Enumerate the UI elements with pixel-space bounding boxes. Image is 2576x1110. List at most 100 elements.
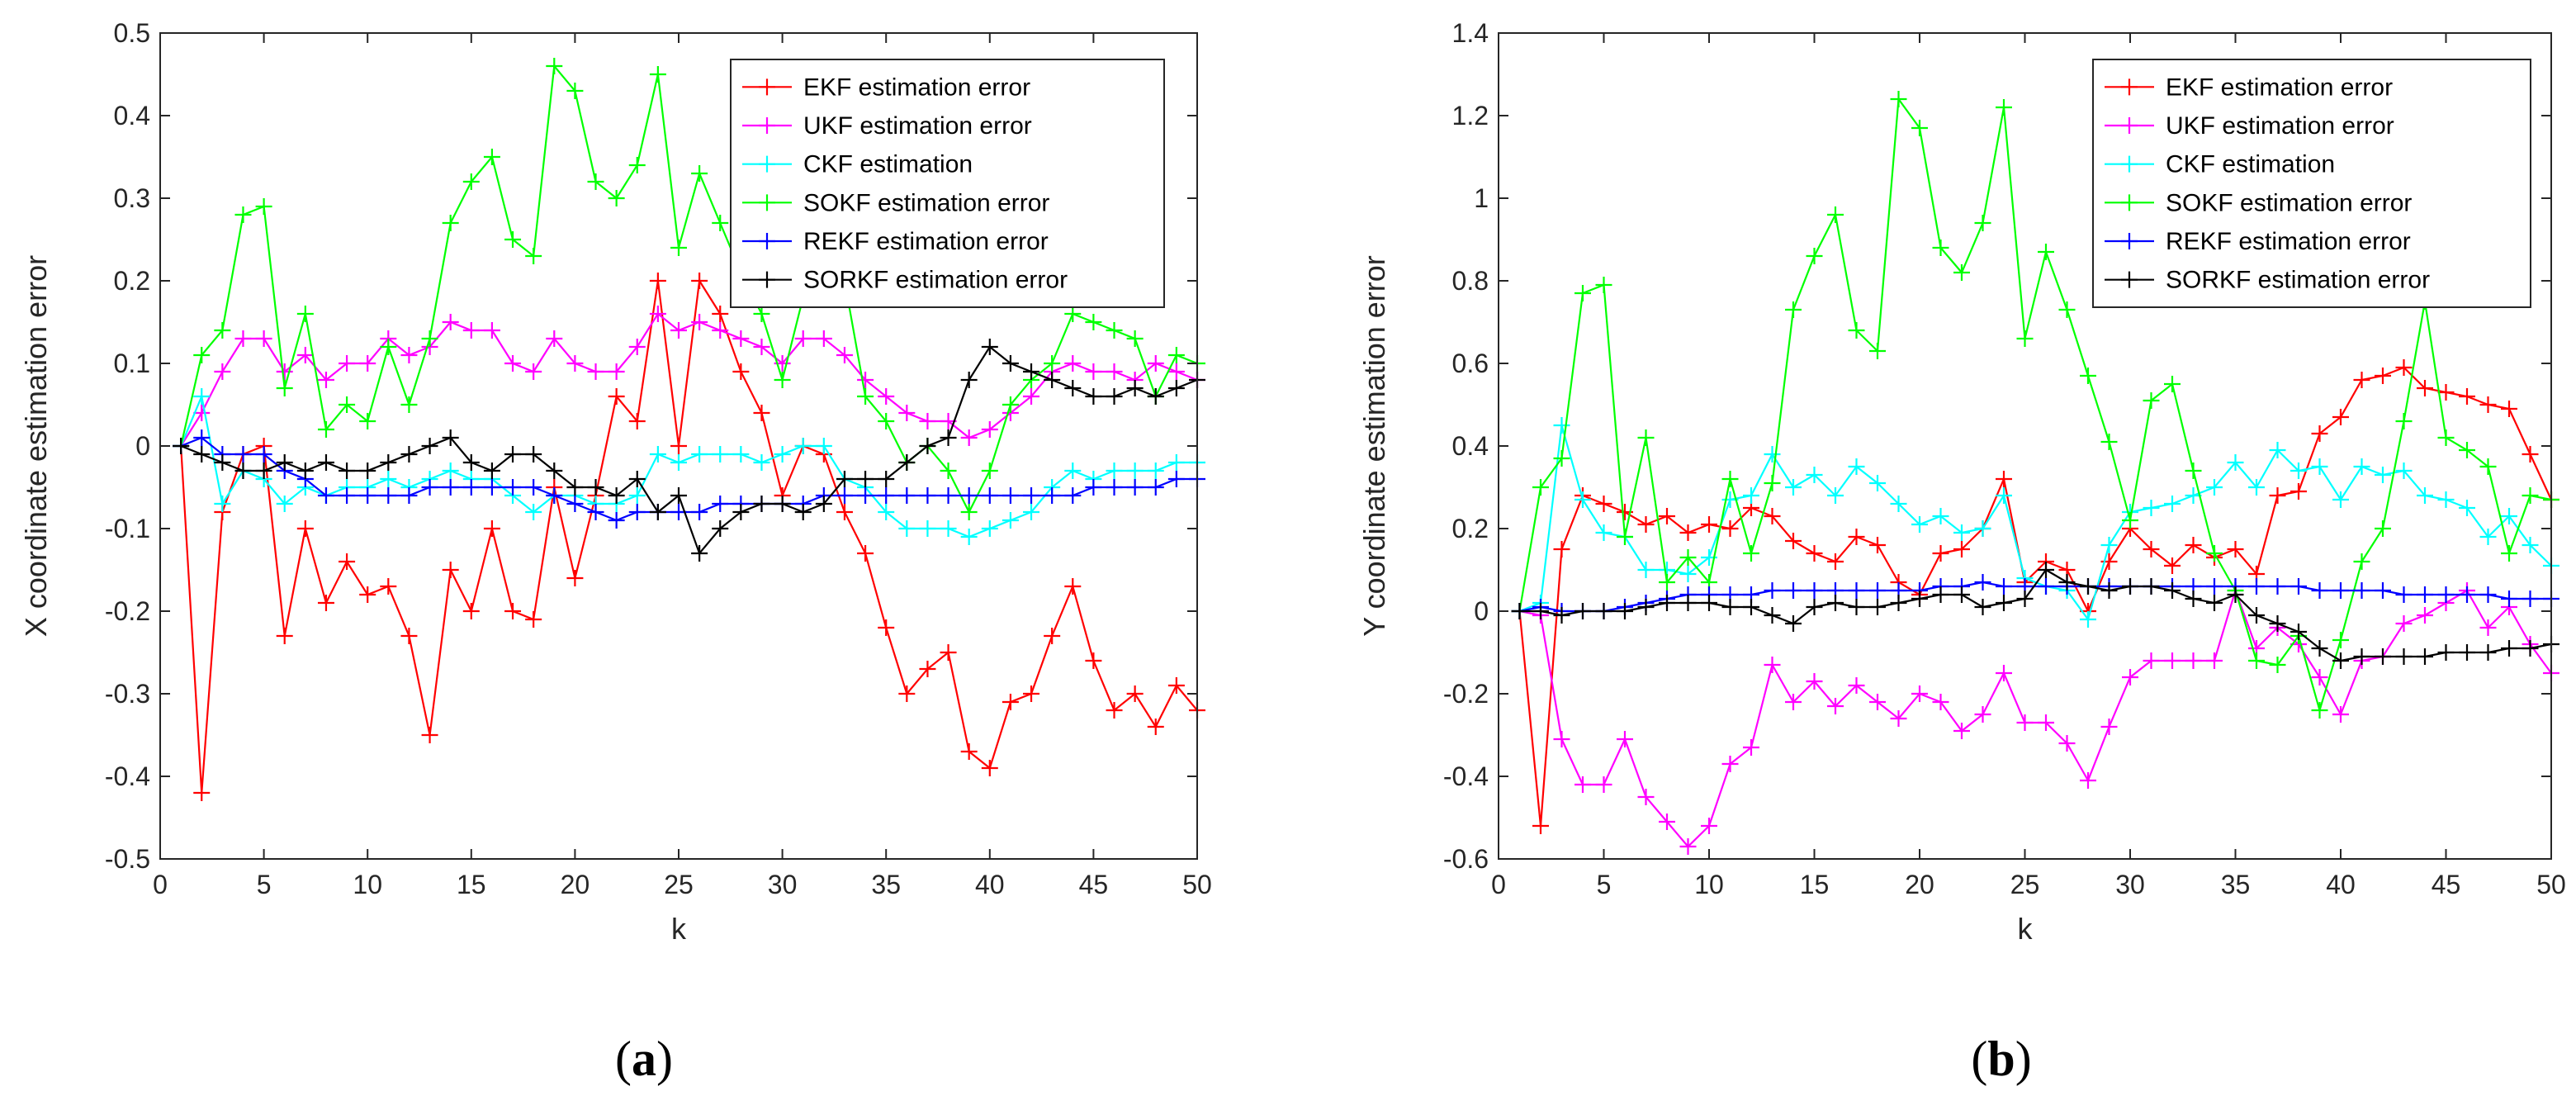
data-point (628, 487, 646, 504)
data-point (2248, 607, 2265, 624)
x-tick-label: 10 (353, 870, 382, 899)
y-tick-label: 0.6 (1452, 349, 1489, 378)
data-point (2437, 644, 2455, 661)
legend-item: UKF estimation error (2105, 112, 2394, 140)
data-point (753, 496, 770, 512)
data-point (691, 314, 708, 330)
legend-marker (2121, 78, 2138, 96)
data-point (1806, 545, 1823, 562)
data-point (1827, 487, 1844, 504)
x-tick-label: 25 (2010, 870, 2040, 899)
data-point (2164, 582, 2181, 599)
legend-box (2092, 59, 2531, 308)
data-point (234, 330, 252, 347)
data-point (1085, 363, 1102, 380)
data-point (2395, 648, 2413, 665)
panel-label-a: (a) (615, 1032, 673, 1086)
data-point (2164, 652, 2181, 669)
data-point (857, 388, 874, 405)
data-point (255, 446, 272, 462)
legend-label: REKF estimation error (2166, 228, 2411, 255)
data-point (774, 496, 791, 512)
data-point (1126, 462, 1144, 479)
data-point (691, 545, 708, 562)
data-point (1167, 454, 1185, 471)
data-point (1785, 479, 1802, 496)
legend-marker (759, 117, 775, 134)
data-point (2417, 586, 2433, 603)
legend-item: SOKF estimation error (2105, 189, 2412, 216)
data-point (1617, 603, 1633, 619)
data-point (712, 215, 729, 231)
x-tick-label: 30 (2115, 870, 2145, 899)
legend-marker (2121, 117, 2138, 134)
data-point (193, 429, 211, 446)
series-layer (1511, 91, 2559, 855)
data-point (1932, 694, 1949, 710)
data-point (774, 372, 791, 388)
data-point (2058, 574, 2076, 591)
data-point (421, 479, 438, 496)
data-point (1743, 599, 1759, 615)
data-point (483, 479, 500, 496)
data-point (649, 273, 666, 289)
data-point (1553, 417, 1570, 434)
data-point (2332, 706, 2349, 723)
data-point (1002, 355, 1019, 372)
data-point (566, 83, 584, 99)
x-tick-label: 0 (1491, 870, 1506, 899)
data-point (525, 479, 542, 496)
data-point (2501, 591, 2517, 607)
data-point (898, 685, 916, 702)
data-point (483, 322, 500, 339)
x-tick-label: 50 (2536, 870, 2566, 899)
x-tick-label: 5 (257, 870, 272, 899)
data-point (712, 520, 729, 537)
data-point (960, 487, 978, 504)
data-point (2332, 652, 2349, 669)
legend-marker (759, 233, 775, 249)
x-tick-label: 35 (871, 870, 901, 899)
data-point (1637, 429, 1655, 446)
data-point (712, 306, 729, 322)
data-point (1974, 574, 1991, 591)
data-point (2395, 413, 2413, 429)
data-point (1806, 248, 1823, 264)
data-point (1701, 818, 1717, 834)
data-point (836, 471, 853, 487)
data-point (2185, 462, 2202, 479)
data-point (2353, 648, 2370, 665)
data-point (400, 396, 418, 413)
data-point (1890, 710, 1907, 727)
legend: EKF estimation error UKF estimation error… (730, 59, 1165, 308)
data-point (1595, 524, 1612, 541)
series-5 (1511, 562, 2559, 669)
data-point (1848, 582, 1865, 599)
x-tick-label: 35 (2221, 870, 2251, 899)
data-point (2164, 376, 2181, 392)
data-point (504, 446, 522, 462)
data-point (1167, 363, 1185, 380)
data-point (1595, 496, 1612, 512)
data-point (753, 306, 770, 322)
data-point (255, 198, 272, 215)
data-point (857, 471, 874, 487)
data-point (587, 363, 604, 380)
data-point (960, 429, 978, 446)
data-point (1848, 599, 1865, 615)
data-point (2353, 372, 2370, 388)
data-point (919, 520, 936, 537)
data-point (504, 479, 522, 496)
data-point (2206, 652, 2223, 669)
data-point (2290, 483, 2307, 500)
data-point (1764, 508, 1781, 524)
data-point (2332, 632, 2349, 648)
series-line (180, 64, 1198, 515)
data-point (1785, 694, 1802, 710)
data-point (1659, 574, 1675, 591)
data-point (1595, 776, 1612, 793)
data-point (2417, 380, 2433, 396)
data-point (1806, 582, 1823, 599)
data-point (1023, 685, 1040, 702)
data-point (940, 429, 957, 446)
